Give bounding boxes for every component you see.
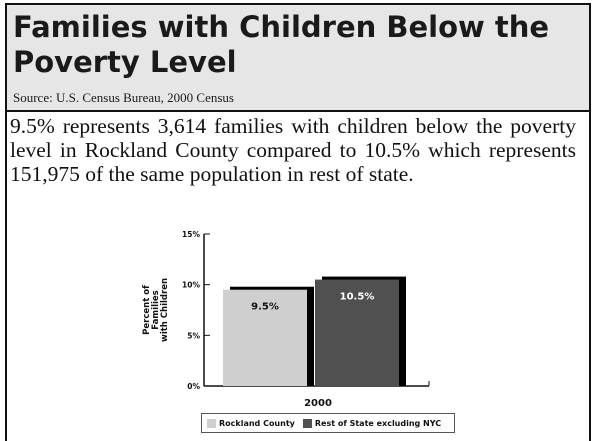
bar-rest-of-state bbox=[315, 279, 399, 386]
page-title: Families with Children Below the Poverty… bbox=[13, 10, 550, 79]
data-label: 9.5% bbox=[251, 302, 279, 313]
legend-label-rest-of-state: Rest of State excluding NYC bbox=[314, 418, 442, 428]
y-tick-label: 15% bbox=[182, 230, 200, 239]
legend-swatch-rockland bbox=[207, 418, 216, 428]
x-category-label: 2000 bbox=[304, 398, 332, 409]
data-label: 10.5% bbox=[340, 292, 375, 303]
legend-label-rockland: Rockland County bbox=[219, 418, 295, 428]
bar-rockland bbox=[223, 289, 307, 386]
legend-item-rockland: Rockland County bbox=[207, 418, 295, 428]
legend-swatch-rest-of-state bbox=[302, 418, 312, 428]
y-tick-label: 10% bbox=[182, 281, 200, 290]
chart-legend: Rockland County Rest of State excluding … bbox=[201, 413, 455, 433]
description-text: 9.5% represents 3,614 families with chil… bbox=[10, 114, 576, 186]
y-axis-label-line: with Children bbox=[160, 278, 170, 342]
header: Families with Children Below the Poverty… bbox=[7, 5, 589, 112]
y-tick-label: 0% bbox=[187, 382, 200, 391]
source-note: Source: U.S. Census Bureau, 2000 Census bbox=[13, 90, 234, 105]
y-axis-label-line: Families bbox=[151, 290, 161, 329]
y-axis-label-line: Percent of bbox=[142, 285, 152, 335]
y-tick-label: 5% bbox=[187, 331, 200, 340]
legend-item-rest-of-state: Rest of State excluding NYC bbox=[302, 418, 442, 428]
chart-panel: Families with Children Below the Poverty… bbox=[5, 3, 591, 441]
